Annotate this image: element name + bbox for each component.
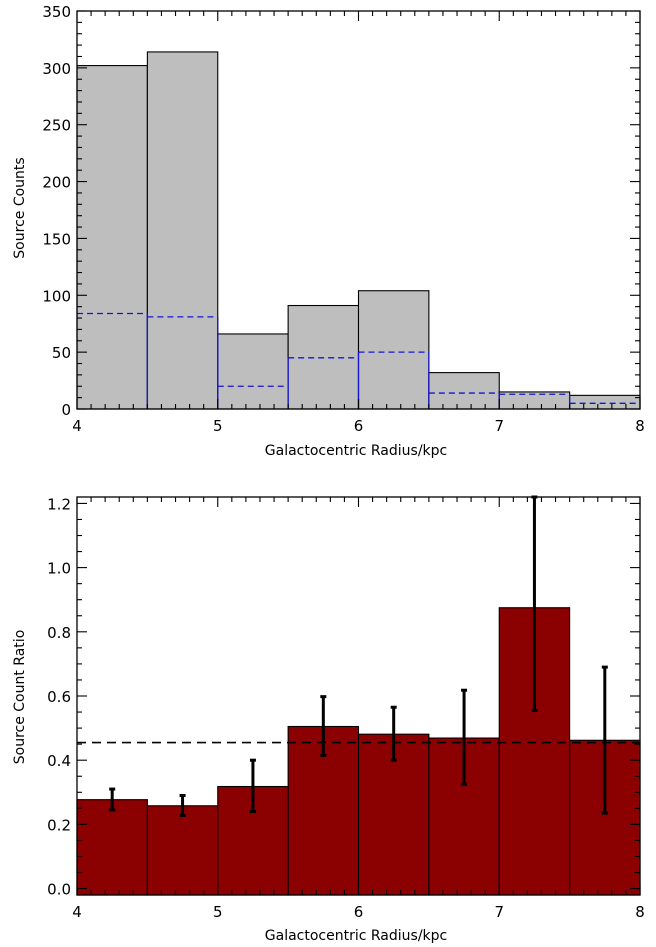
y-axis-title: Source Counts	[12, 157, 28, 258]
x-tick-labels: 4 5 6 7 8	[72, 417, 645, 435]
plot-axes	[76, 10, 641, 410]
ratio-bar	[76, 799, 148, 896]
error-bars	[109, 495, 608, 817]
source-counts-panel: 4 5 6 7 8 0 50 100 150 200 250 300 350 Galactocentr…	[12, 3, 645, 459]
histogram-bar	[569, 394, 641, 410]
y-tick-label: 0.4	[47, 752, 71, 770]
y-tick-labels: 0 50 100 150 200 250 300 350	[42, 3, 71, 419]
x-tick-label: 7	[494, 417, 504, 435]
y-tick-label: 1.0	[47, 560, 71, 578]
y-tick-label: 1.2	[47, 495, 71, 513]
y-tick-label: 50	[52, 344, 71, 362]
x-tick-labels: 4 5 6 7 8	[72, 903, 645, 921]
x-axis-title: Galactocentric Radius/kpc	[265, 928, 447, 944]
ratio-bar	[146, 805, 219, 896]
x-tick-label: 5	[213, 903, 223, 921]
y-tick-label: 0.6	[47, 688, 71, 706]
y-axis-title: Source Count Ratio	[12, 630, 28, 765]
x-tick-label: 8	[635, 417, 645, 435]
y-tick-labels: 0.0 0.2 0.4 0.6 0.8 1.0 1.2	[47, 495, 71, 898]
y-tick-label: 200	[42, 174, 71, 192]
x-tick-label: 8	[635, 903, 645, 921]
dashed-histogram-series	[77, 312, 640, 409]
x-tick-label: 4	[72, 417, 82, 435]
histogram-bar	[428, 372, 500, 410]
x-tick-label: 6	[354, 903, 364, 921]
x-tick-label: 4	[72, 903, 82, 921]
y-tick-label: 0.8	[47, 624, 71, 642]
y-tick-label: 0.0	[47, 881, 71, 899]
histogram-bar	[217, 333, 289, 410]
histogram-bar	[76, 65, 148, 410]
x-tick-label: 5	[213, 417, 223, 435]
y-tick-label: 0.2	[47, 816, 71, 834]
y-tick-label: 350	[42, 3, 71, 21]
y-tick-label: 250	[42, 117, 71, 135]
histogram-bar	[357, 290, 430, 410]
ratio-bars	[76, 607, 641, 896]
x-tick-label: 7	[494, 903, 504, 921]
histogram-bar	[146, 51, 219, 410]
y-tick-label: 0	[61, 401, 71, 419]
x-axis-title: Galactocentric Radius/kpc	[265, 443, 447, 459]
source-count-ratio-panel: 4 5 6 7 8 0.0 0.2 0.4 0.6 0.8 1.0 1.2 Galactocentr…	[12, 495, 645, 944]
x-tick-label: 6	[354, 417, 364, 435]
y-tick-label: 150	[42, 230, 71, 248]
y-tick-label: 300	[42, 60, 71, 78]
y-tick-label: 100	[42, 287, 71, 305]
plot-axes	[76, 496, 641, 896]
